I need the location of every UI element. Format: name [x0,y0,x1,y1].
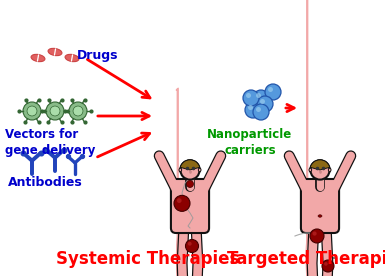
Text: Drugs: Drugs [77,49,119,62]
Circle shape [324,262,328,266]
Ellipse shape [328,168,331,172]
Ellipse shape [31,54,45,62]
Circle shape [256,107,261,112]
Circle shape [246,93,251,98]
Ellipse shape [175,255,179,257]
Circle shape [188,242,192,246]
Circle shape [186,181,194,187]
Circle shape [27,106,37,116]
Text: Systemic Therapies: Systemic Therapies [56,250,240,268]
Circle shape [50,106,60,116]
Text: Vectors for
gene delivery: Vectors for gene delivery [5,128,95,157]
Circle shape [310,229,324,243]
Circle shape [253,90,269,106]
Circle shape [257,96,273,112]
Circle shape [253,104,269,120]
Circle shape [268,87,273,92]
Ellipse shape [333,257,335,259]
Wedge shape [180,160,200,170]
Ellipse shape [48,48,62,56]
Circle shape [177,198,182,203]
Circle shape [69,102,87,120]
Ellipse shape [65,54,79,62]
FancyBboxPatch shape [171,179,209,233]
Circle shape [313,232,316,236]
Ellipse shape [179,168,182,172]
Circle shape [248,105,253,110]
Text: Antibodies: Antibodies [8,176,83,189]
Circle shape [23,102,41,120]
Circle shape [310,160,330,180]
Circle shape [260,99,265,104]
Ellipse shape [198,168,201,172]
Circle shape [256,93,261,98]
Circle shape [265,84,281,100]
Text: Nanoparticle
carriers: Nanoparticle carriers [208,128,293,157]
Circle shape [180,160,200,180]
Circle shape [322,260,334,272]
FancyBboxPatch shape [301,179,339,233]
Text: Targeted Therapies: Targeted Therapies [227,250,385,268]
Circle shape [186,240,199,253]
Ellipse shape [318,215,322,217]
Circle shape [174,195,190,211]
Circle shape [243,90,259,106]
Circle shape [245,102,261,118]
Wedge shape [310,160,330,170]
Circle shape [73,106,83,116]
Circle shape [46,102,64,120]
Ellipse shape [309,168,311,172]
